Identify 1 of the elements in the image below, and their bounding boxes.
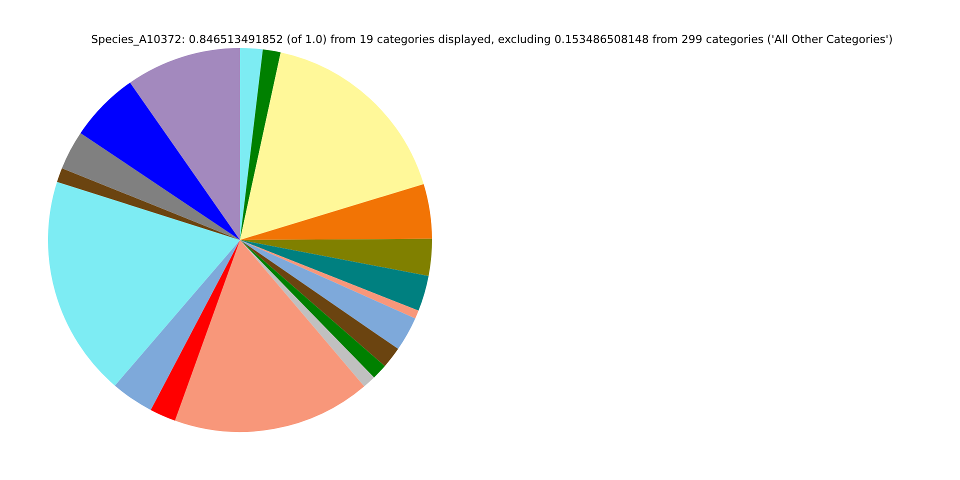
text: Species_A10372: 0.846513491852 (of 1.0) from 19 categories displayed, excluding 0.153486508148 from 299 categories ('All Other Categories') (91, 32, 893, 46)
